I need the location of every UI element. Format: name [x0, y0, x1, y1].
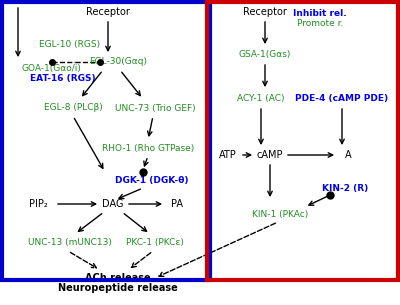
- Text: UNC-13 (mUNC13): UNC-13 (mUNC13): [28, 239, 112, 247]
- Text: DAG: DAG: [102, 199, 124, 209]
- Text: ATP: ATP: [219, 150, 237, 160]
- Text: EGL-30(Gαq): EGL-30(Gαq): [89, 58, 147, 66]
- Text: PKC-1 (PKCε): PKC-1 (PKCε): [126, 239, 184, 247]
- Text: EAT-16 (RGS): EAT-16 (RGS): [30, 74, 96, 82]
- Bar: [207, 2, 398, 280]
- Text: EGL-10 (RGS): EGL-10 (RGS): [40, 41, 100, 49]
- Text: Receptor: Receptor: [86, 7, 130, 17]
- Text: ACh release: ACh release: [85, 273, 151, 283]
- Text: PIP₂: PIP₂: [29, 199, 47, 209]
- Text: RHO-1 (Rho GTPase): RHO-1 (Rho GTPase): [102, 143, 194, 152]
- Text: Inhibit rel.: Inhibit rel.: [293, 9, 347, 19]
- Text: A: A: [345, 150, 351, 160]
- Text: GSA-1(Gαs): GSA-1(Gαs): [239, 51, 291, 59]
- Text: Receptor: Receptor: [243, 7, 287, 17]
- Text: ACY-1 (AC): ACY-1 (AC): [237, 94, 285, 102]
- Bar: [2, 2, 210, 280]
- Text: PA: PA: [171, 199, 183, 209]
- Text: GOA-1(Gαo/i): GOA-1(Gαo/i): [22, 63, 82, 73]
- Text: PDE-4 (cAMP PDE): PDE-4 (cAMP PDE): [296, 94, 388, 102]
- Text: KIN-2 (R): KIN-2 (R): [322, 184, 368, 192]
- Text: Promote r.: Promote r.: [297, 20, 343, 28]
- Text: EGL-8 (PLCβ): EGL-8 (PLCβ): [44, 103, 102, 113]
- Text: cAMP: cAMP: [257, 150, 283, 160]
- Text: DGK-1 (DGK-θ): DGK-1 (DGK-θ): [115, 175, 189, 185]
- Text: KIN-1 (PKAc): KIN-1 (PKAc): [252, 210, 308, 220]
- Text: UNC-73 (Trio GEF): UNC-73 (Trio GEF): [115, 103, 195, 113]
- Text: Neuropeptide release: Neuropeptide release: [58, 283, 178, 293]
